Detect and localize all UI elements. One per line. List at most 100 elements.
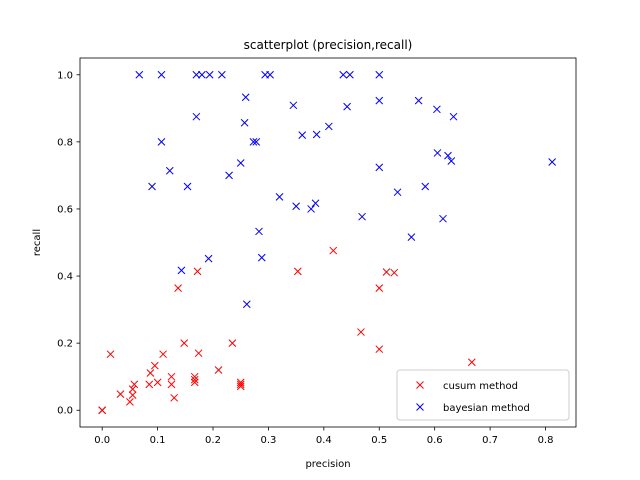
y-tick-label: 0.8 <box>57 137 73 148</box>
data-point-cusum <box>98 406 107 415</box>
data-point-cusum <box>194 349 203 358</box>
data-point-bayesian <box>135 70 144 79</box>
data-point-bayesian <box>205 70 214 79</box>
y-tick-label: 0.4 <box>57 272 73 283</box>
data-point-cusum <box>375 345 384 354</box>
data-point-cusum <box>159 350 167 359</box>
chart-title: scatterplot (precision,recall) <box>244 38 413 52</box>
data-point-bayesian <box>218 70 226 79</box>
data-point-bayesian <box>242 300 251 309</box>
data-point-bayesian <box>266 70 274 79</box>
x-tick-label: 0.4 <box>316 435 332 446</box>
data-point-bayesian <box>375 70 384 79</box>
data-point-bayesian <box>252 138 261 146</box>
data-point-cusum <box>174 284 182 292</box>
data-point-bayesian <box>165 166 174 175</box>
data-point-cusum <box>236 382 245 391</box>
data-point-cusum <box>180 339 189 347</box>
data-point-bayesian <box>177 266 186 275</box>
data-point-bayesian <box>414 96 423 105</box>
data-point-bayesian <box>447 157 456 165</box>
data-point-bayesian <box>439 214 447 223</box>
legend-marker-cusum <box>416 381 424 389</box>
data-point-cusum <box>467 358 476 367</box>
data-point-cusum <box>228 339 237 347</box>
data-point-cusum <box>357 328 365 336</box>
data-point-cusum <box>128 391 137 399</box>
data-point-bayesian <box>343 102 351 111</box>
data-point-cusum <box>329 246 338 255</box>
data-point-cusum <box>167 372 176 381</box>
data-point-cusum <box>390 268 399 277</box>
x-axis-ticks: 0.0 0.1 0.2 0.3 0.4 0.5 0.6 0.7 0.8 <box>94 427 553 446</box>
data-point-bayesian <box>312 130 321 139</box>
x-tick-label: 0.8 <box>538 435 554 446</box>
data-point-cusum <box>214 366 223 374</box>
data-point-cusum <box>153 378 162 387</box>
x-tick-label: 0.7 <box>482 435 498 446</box>
data-point-bayesian <box>433 149 442 157</box>
data-point-bayesian <box>236 159 245 167</box>
data-point-cusum <box>170 393 179 402</box>
data-point-bayesian <box>444 151 452 160</box>
data-point-cusum <box>190 375 199 384</box>
data-point-bayesian <box>339 70 348 79</box>
data-point-bayesian <box>275 193 284 201</box>
legend: cusum method bayesian method <box>396 369 570 421</box>
data-point-bayesian <box>240 118 249 127</box>
legend-label-cusum: cusum method <box>443 381 518 392</box>
data-point-bayesian <box>148 182 156 191</box>
y-tick-label: 0.6 <box>57 204 73 215</box>
data-point-bayesian <box>375 96 384 105</box>
data-point-bayesian <box>192 70 201 79</box>
x-tick-label: 0.3 <box>260 435 276 446</box>
y-axis-label: recall <box>32 229 43 256</box>
data-point-cusum <box>190 372 199 381</box>
data-markers <box>98 70 557 415</box>
data-point-cusum <box>126 397 134 406</box>
data-point-cusum <box>130 380 139 389</box>
x-tick-label: 0.1 <box>150 435 166 446</box>
data-point-bayesian <box>548 158 557 166</box>
data-point-bayesian <box>346 70 354 79</box>
data-point-bayesian <box>183 182 192 191</box>
x-tick-label: 0.2 <box>205 435 221 446</box>
data-point-bayesian <box>324 122 333 131</box>
data-point-bayesian <box>249 138 258 146</box>
data-point-bayesian <box>198 70 206 79</box>
data-point-bayesian <box>204 254 213 263</box>
data-point-bayesian <box>358 212 366 221</box>
data-point-bayesian <box>421 182 430 191</box>
axes-background <box>80 58 576 427</box>
data-point-bayesian <box>393 188 402 197</box>
data-point-cusum <box>145 380 154 389</box>
data-point-bayesian <box>289 101 298 110</box>
data-point-cusum <box>190 378 199 387</box>
legend-label-bayesian: bayesian method <box>443 403 530 414</box>
legend-marker-bayesian <box>416 403 424 411</box>
data-point-bayesian <box>407 233 416 241</box>
data-point-bayesian <box>307 205 315 213</box>
data-point-bayesian <box>157 138 166 146</box>
data-point-cusum <box>128 385 137 393</box>
data-point-cusum <box>106 350 115 359</box>
data-point-cusum <box>293 267 302 276</box>
data-point-cusum <box>167 380 176 389</box>
data-point-bayesian <box>311 199 320 208</box>
data-point-cusum <box>150 361 159 370</box>
data-point-cusum <box>116 390 125 398</box>
x-tick-label: 0.0 <box>94 435 110 446</box>
y-tick-label: 0.2 <box>57 339 73 350</box>
data-point-bayesian <box>433 105 441 114</box>
axes-frame <box>79 57 577 428</box>
data-point-bayesian <box>255 227 263 236</box>
legend-x-icon <box>416 403 424 411</box>
x-tick-label: 0.6 <box>427 435 443 446</box>
data-point-bayesian <box>375 163 384 172</box>
data-point-cusum <box>382 268 391 276</box>
data-point-bayesian <box>257 253 266 262</box>
data-point-cusum <box>146 369 155 377</box>
legend-x-icon <box>416 381 424 389</box>
